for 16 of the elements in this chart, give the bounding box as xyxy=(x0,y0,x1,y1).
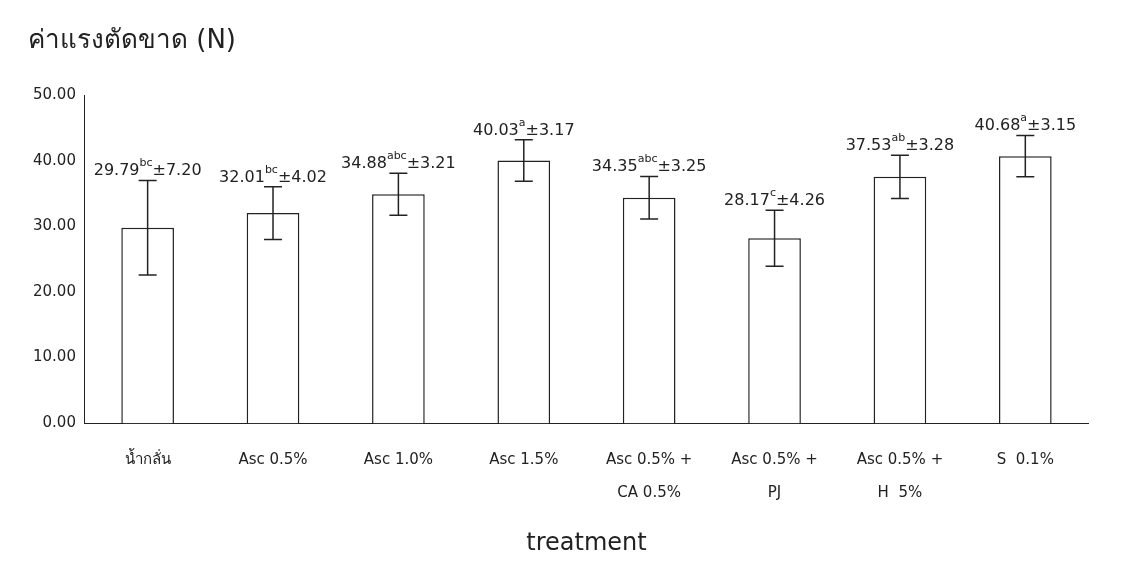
y-axis-title: ค่าแรงตัดขาด (N) xyxy=(28,23,237,56)
x-tick-label: S 0.1% xyxy=(996,449,1054,468)
y-tick-label: 40.00 xyxy=(32,150,76,169)
y-tick-label: 30.00 xyxy=(32,216,76,235)
y-tick-label: 50.00 xyxy=(32,84,76,103)
x-tick-label: Asc 1.5% xyxy=(489,449,559,468)
y-tick-label: 20.00 xyxy=(32,281,76,300)
x-tick-label: Asc 1.0% xyxy=(363,449,433,468)
y-tick-label: 0.00 xyxy=(42,413,76,432)
y-tick-label: 10.00 xyxy=(32,347,76,366)
x-tick-label: Asc 0.5% xyxy=(238,449,308,468)
x-tick-label: Asc 0.5% + PJ xyxy=(731,449,818,501)
x-tick-label: น้ำกลั่น xyxy=(124,447,171,468)
x-tick-label: Asc 0.5% + H 5% xyxy=(856,449,944,501)
x-tick-label: Asc 0.5% + CA 0.5% xyxy=(605,449,693,501)
x-axis-title: treatment xyxy=(526,527,647,556)
